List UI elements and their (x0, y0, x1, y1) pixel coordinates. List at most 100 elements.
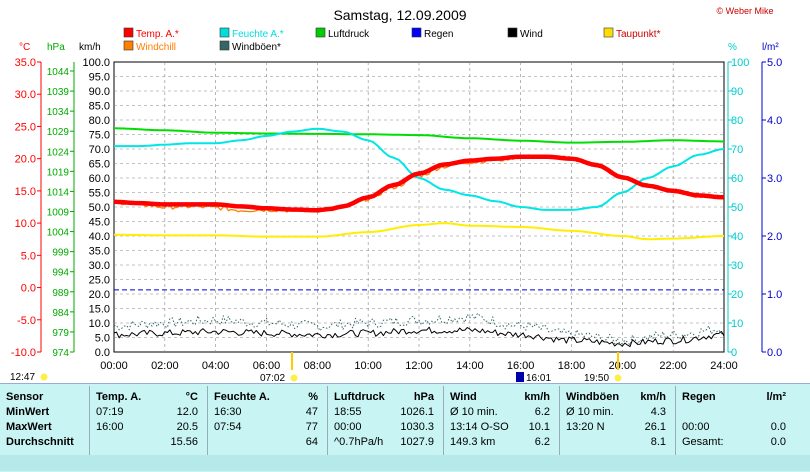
cell-note: 149.3 km (450, 436, 496, 448)
cell-note: 07:54 (214, 421, 242, 433)
hpa-tick-label: 1024 (47, 147, 70, 158)
kmh-tick-label: 10.0 (89, 318, 110, 330)
time-markers: 12:47 07:02 16:01 19:50 (10, 352, 622, 383)
hpa-tick-label: 1034 (47, 107, 70, 118)
kmh-tick-label: 20.0 (89, 289, 110, 301)
cell-note: 00:00 (682, 421, 710, 433)
cell-note: 07:19 (96, 406, 124, 418)
legend: Temp. A.* Feuchte A.* Luftdruck Regen Wind Ta… (123, 27, 661, 53)
section-unit: % (308, 391, 318, 403)
hpa-tick-label: 1044 (47, 67, 70, 78)
cell-value: 64 (305, 436, 318, 448)
hpa-tick-label: 989 (52, 288, 69, 299)
legend-swatch (411, 27, 422, 38)
cell-note: 13:14 O-SO (450, 421, 509, 433)
lm2-tick-label: 5.0 (767, 57, 782, 69)
current-row-strip (0, 455, 810, 471)
kmh-tick-label: 25.0 (89, 275, 110, 287)
hpa-tick-label: 1009 (47, 208, 70, 219)
lm2-tick-label: 4.0 (767, 115, 782, 127)
row-label: Durchschnitt (6, 436, 74, 448)
celsius-tick-label: 30.0 (15, 89, 36, 101)
column-separator (89, 386, 90, 470)
cell-note: ^0.7hPa/h (334, 436, 384, 448)
hpa-tick-label: 984 (52, 308, 69, 319)
legend-label: Regen (424, 29, 453, 40)
cell-note: 13:20 N (566, 421, 605, 433)
celsius-tick-label: 35.0 (15, 57, 36, 69)
cell-note: 16:30 (214, 406, 242, 418)
row-label: MinWert (6, 406, 50, 418)
cell-value: 12.0 (176, 406, 198, 418)
celsius-tick-label: 0.0 (21, 283, 36, 295)
celsius-tick-label: -10.0 (11, 347, 36, 359)
cell-value: 0.0 (770, 421, 786, 433)
celsius-tick-label: 10.0 (15, 218, 36, 230)
celsius-tick-label: -5.0 (17, 315, 36, 327)
percent-tick-label: 60 (731, 173, 743, 185)
x-tick-label: 10:00 (354, 360, 382, 372)
cell-note: 18:55 (334, 406, 362, 418)
percent-tick-label: 100 (731, 57, 749, 69)
hpa-tick-label: 1029 (47, 127, 70, 138)
percent-axis-label: % (728, 42, 737, 53)
cell-value: 1026.1 (400, 406, 434, 418)
weather-chart: Samstag, 12.09.2009 © Weber Mike Temp. A… (10, 6, 782, 383)
sunrise-label: 07:02 (260, 373, 285, 383)
percent-tick-label: 30 (731, 260, 743, 272)
kmh-tick-label: 90.0 (89, 86, 110, 98)
row-label: Sensor (6, 391, 44, 403)
moonrise-label: 12:47 (10, 372, 35, 383)
kmh-tick-label: 80.0 (89, 115, 110, 127)
celsius-tick-label: 25.0 (15, 121, 36, 133)
x-tick-label: 00:00 (100, 360, 128, 372)
hpa-tick-label: 999 (52, 248, 69, 259)
x-tick-label: 24:00 (710, 360, 738, 372)
cell-value: 4.3 (650, 406, 666, 418)
cell-value: 6.2 (534, 436, 550, 448)
cell-note: Gesamt: (682, 436, 724, 448)
x-tick-label: 12:00 (405, 360, 433, 372)
chart-axes: 100.095.090.085.080.075.070.065.060.055.… (11, 57, 782, 372)
kmh-tick-label: 55.0 (89, 188, 110, 200)
celsius-tick-label: 20.0 (15, 154, 36, 166)
series-feuchte-a (114, 127, 725, 211)
percent-tick-label: 70 (731, 144, 743, 156)
legend-label: Luftdruck (328, 29, 370, 40)
cell-value: 15.56 (170, 436, 198, 448)
legend-swatch (123, 40, 134, 51)
celsius-tick-label: 5.0 (21, 250, 36, 262)
percent-tick-label: 90 (731, 86, 743, 98)
section-header: Wind (450, 391, 477, 403)
column-separator (443, 386, 444, 470)
legend-swatch (219, 27, 230, 38)
series-temp-a (113, 154, 725, 213)
cell-value: 20.5 (176, 421, 198, 433)
kmh-tick-label: 0.0 (95, 347, 110, 359)
legend-swatch (603, 27, 614, 38)
percent-tick-label: 80 (731, 115, 743, 127)
percent-tick-label: 40 (731, 231, 743, 243)
row-label: MaxWert (6, 421, 52, 433)
kmh-tick-label: 95.0 (89, 72, 110, 84)
cell-value: 77 (305, 421, 318, 433)
series-taupunkt (114, 222, 725, 241)
section-unit: °C (185, 391, 198, 403)
section-unit: l/m² (766, 391, 786, 403)
hpa-axis-label: hPa (47, 42, 65, 53)
lm2-tick-label: 2.0 (767, 231, 782, 243)
legend-label: Windböen* (232, 42, 281, 53)
hpa-tick-label: 974 (52, 348, 69, 359)
kmh-tick-label: 60.0 (89, 173, 110, 185)
percent-tick-label: 50 (731, 202, 743, 214)
plot-area (113, 127, 725, 348)
section-header: Regen (682, 391, 716, 403)
x-tick-label: 08:00 (304, 360, 332, 372)
kmh-tick-label: 35.0 (89, 246, 110, 258)
lm2-tick-label: 1.0 (767, 289, 782, 301)
percent-tick-label: 20 (731, 289, 743, 301)
moonrise-label-icon (40, 373, 48, 381)
chart-title: Samstag, 12.09.2009 (333, 7, 466, 23)
hpa-tick-label: 994 (52, 268, 69, 279)
